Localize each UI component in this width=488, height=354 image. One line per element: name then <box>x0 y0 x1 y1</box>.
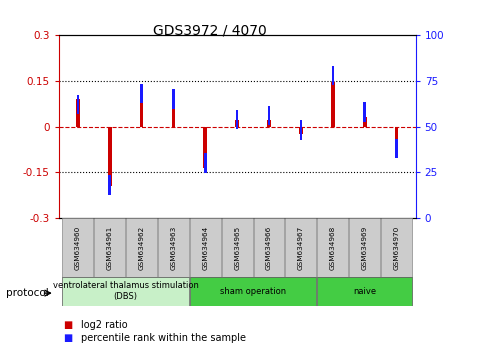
FancyBboxPatch shape <box>348 218 379 277</box>
Bar <box>330 81 334 127</box>
Text: sham operation: sham operation <box>220 287 285 296</box>
Bar <box>331 66 333 85</box>
Text: GDS3972 / 4070: GDS3972 / 4070 <box>153 23 266 37</box>
Text: GSM634965: GSM634965 <box>234 226 240 270</box>
Bar <box>235 120 239 127</box>
FancyBboxPatch shape <box>285 218 316 277</box>
FancyBboxPatch shape <box>189 218 220 277</box>
Text: GSM634961: GSM634961 <box>106 226 112 270</box>
FancyBboxPatch shape <box>126 218 157 277</box>
Bar <box>140 90 143 127</box>
Text: GSM634969: GSM634969 <box>361 226 367 270</box>
Text: GSM634970: GSM634970 <box>393 226 399 270</box>
FancyBboxPatch shape <box>380 218 411 277</box>
FancyBboxPatch shape <box>62 277 188 306</box>
Bar <box>267 106 270 125</box>
FancyBboxPatch shape <box>253 218 284 277</box>
Bar <box>266 120 270 127</box>
FancyBboxPatch shape <box>317 218 347 277</box>
Bar <box>394 127 398 139</box>
Text: GSM634966: GSM634966 <box>265 226 271 270</box>
Bar <box>363 102 365 122</box>
Bar <box>172 90 174 109</box>
Text: percentile rank within the sample: percentile rank within the sample <box>81 333 245 343</box>
Bar <box>299 120 302 140</box>
Text: ■: ■ <box>63 333 73 343</box>
Text: GSM634963: GSM634963 <box>170 226 176 270</box>
FancyBboxPatch shape <box>189 277 316 306</box>
FancyBboxPatch shape <box>317 277 411 306</box>
FancyBboxPatch shape <box>94 218 125 277</box>
Bar <box>171 96 175 127</box>
Bar <box>203 127 207 167</box>
Bar <box>203 153 206 173</box>
FancyBboxPatch shape <box>158 218 188 277</box>
Text: naive: naive <box>352 287 375 296</box>
Text: log2 ratio: log2 ratio <box>81 320 127 330</box>
Bar <box>108 175 111 195</box>
Text: protocol: protocol <box>6 288 49 298</box>
FancyBboxPatch shape <box>221 218 252 277</box>
Bar <box>394 139 397 158</box>
Text: GSM634967: GSM634967 <box>297 226 303 270</box>
Text: ventrolateral thalamus stimulation
(DBS): ventrolateral thalamus stimulation (DBS) <box>53 281 198 301</box>
Bar <box>235 109 238 129</box>
Bar <box>298 127 302 134</box>
Bar <box>140 84 142 103</box>
Bar <box>76 99 80 127</box>
Text: GSM634962: GSM634962 <box>138 226 144 270</box>
Text: GSM634964: GSM634964 <box>202 226 208 270</box>
FancyBboxPatch shape <box>62 218 93 277</box>
Text: GSM634968: GSM634968 <box>329 226 335 270</box>
Bar <box>107 127 111 186</box>
Bar <box>362 118 366 127</box>
Text: GSM634960: GSM634960 <box>75 226 81 270</box>
Text: ■: ■ <box>63 320 73 330</box>
Bar <box>76 95 79 114</box>
